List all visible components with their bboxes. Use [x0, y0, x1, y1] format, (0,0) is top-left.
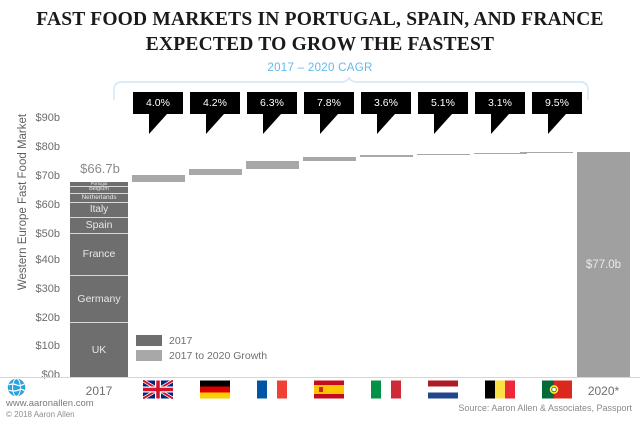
legend-item-growth: 2017 to 2020 Growth — [136, 348, 267, 363]
cagr-callout-netherlands: 5.1% — [418, 92, 468, 134]
legend-item-2017: 2017 — [136, 333, 267, 348]
y-tick-10: $10b — [35, 340, 60, 352]
y-axis-title: Western Europe Fast Food Market — [17, 113, 29, 291]
cagr-callout-spain: 7.8% — [304, 92, 354, 134]
cagr-value-netherlands: 5.1% — [418, 92, 468, 114]
cagr-value-uk: 4.0% — [133, 92, 183, 114]
footer-website[interactable]: www.aaronallen.com — [6, 398, 94, 409]
y-tick-60: $60b — [35, 199, 60, 211]
callout-tail-icon — [263, 114, 281, 134]
y-axis-ticks: $90b $80b $70b $60b $50b $40b $30b $20b … — [14, 0, 60, 424]
footer-source: Source: Aaron Allen & Associates, Passpo… — [458, 403, 632, 413]
spain-flag-icon — [314, 380, 344, 399]
netherlands-flag-icon — [428, 380, 458, 399]
y-tick-70: $70b — [35, 170, 60, 182]
cagr-header-label: 2017 – 2020 CAGR — [267, 62, 373, 74]
step-bar-italy — [360, 155, 413, 157]
chart-legend: 2017 2017 to 2020 Growth — [136, 333, 267, 363]
callout-tail-icon — [377, 114, 395, 134]
portugal-flag-icon — [542, 380, 572, 399]
footer-left: www.aaronallen.com © 2018 Aaron Allen — [6, 398, 94, 421]
y-tick-90: $90b — [35, 112, 60, 124]
page-title: FAST FOOD MARKETS IN PORTUGAL, SPAIN, AN… — [0, 8, 640, 58]
y-tick-40: $40b — [35, 254, 60, 266]
y-tick-20: $20b — [35, 312, 60, 324]
step-bar-belgium — [474, 153, 527, 154]
segment-belgium: Belgium — [70, 187, 128, 194]
italy-flag-icon — [371, 380, 401, 399]
cagr-value-france: 6.3% — [247, 92, 297, 114]
title-line-1: FAST FOOD MARKETS IN PORTUGAL, SPAIN, AN… — [36, 9, 604, 30]
segment-italy: Italy — [70, 203, 128, 218]
step-bar-france — [246, 161, 299, 169]
legend-label-growth: 2017 to 2020 Growth — [169, 349, 268, 362]
segment-spain: Spain — [70, 218, 128, 234]
callout-tail-icon — [548, 114, 566, 134]
legend-label-2017: 2017 — [169, 334, 193, 347]
step-bar-spain — [303, 157, 356, 161]
axis-baseline — [0, 376, 640, 378]
step-bar-uk — [132, 175, 185, 182]
cagr-brace-icon — [113, 77, 589, 100]
segment-france: France — [70, 234, 128, 276]
globe-logo-icon — [7, 378, 26, 397]
start-total-label: $66.7b — [80, 161, 120, 176]
callout-tail-icon — [320, 114, 338, 134]
footer-copyright: © 2018 Aaron Allen — [6, 410, 75, 420]
france-flag-icon — [257, 380, 287, 399]
callout-tail-icon — [149, 114, 167, 134]
callout-tail-icon — [491, 114, 509, 134]
cagr-callout-italy: 3.6% — [361, 92, 411, 134]
cagr-callout-portugal: 9.5% — [532, 92, 582, 134]
germany-flag-icon — [200, 380, 230, 399]
x-label-2020: 2020* — [587, 384, 620, 398]
legend-swatch-2017 — [136, 335, 162, 346]
cagr-callout-uk: 4.0% — [133, 92, 183, 134]
y-tick-80: $80b — [35, 141, 60, 153]
cagr-callout-france: 6.3% — [247, 92, 297, 134]
y-tick-30: $30b — [35, 283, 60, 295]
step-bar-portugal — [520, 151, 573, 154]
segment-netherlands: Netherlands — [70, 194, 128, 203]
callout-tail-icon — [434, 114, 452, 134]
cagr-value-belgium: 3.1% — [475, 92, 525, 114]
step-bar-germany — [189, 169, 242, 175]
y-tick-50: $50b — [35, 228, 60, 240]
step-bar-netherlands — [417, 153, 470, 156]
legend-swatch-growth — [136, 350, 162, 361]
x-label-2017: 2017 — [85, 384, 113, 398]
cagr-callout-belgium: 3.1% — [475, 92, 525, 134]
cagr-callout-germany: 4.2% — [190, 92, 240, 134]
cagr-value-italy: 3.6% — [361, 92, 411, 114]
cagr-value-germany: 4.2% — [190, 92, 240, 114]
y-tick-0: $0b — [41, 369, 60, 381]
segment-portugal: Portugal — [70, 182, 128, 187]
title-line-2: EXPECTED TO GROW THE FASTEST — [145, 33, 495, 55]
total-bar-2020: $77.0b — [577, 152, 630, 377]
uk-flag-icon — [143, 380, 173, 399]
segment-uk: UK — [70, 323, 128, 377]
callout-tail-icon — [206, 114, 224, 134]
cagr-value-spain: 7.8% — [304, 92, 354, 114]
belgium-flag-icon — [485, 380, 515, 399]
cagr-value-portugal: 9.5% — [532, 92, 582, 114]
end-total-label: $77.0b — [585, 258, 622, 271]
segment-germany: Germany — [70, 276, 128, 323]
